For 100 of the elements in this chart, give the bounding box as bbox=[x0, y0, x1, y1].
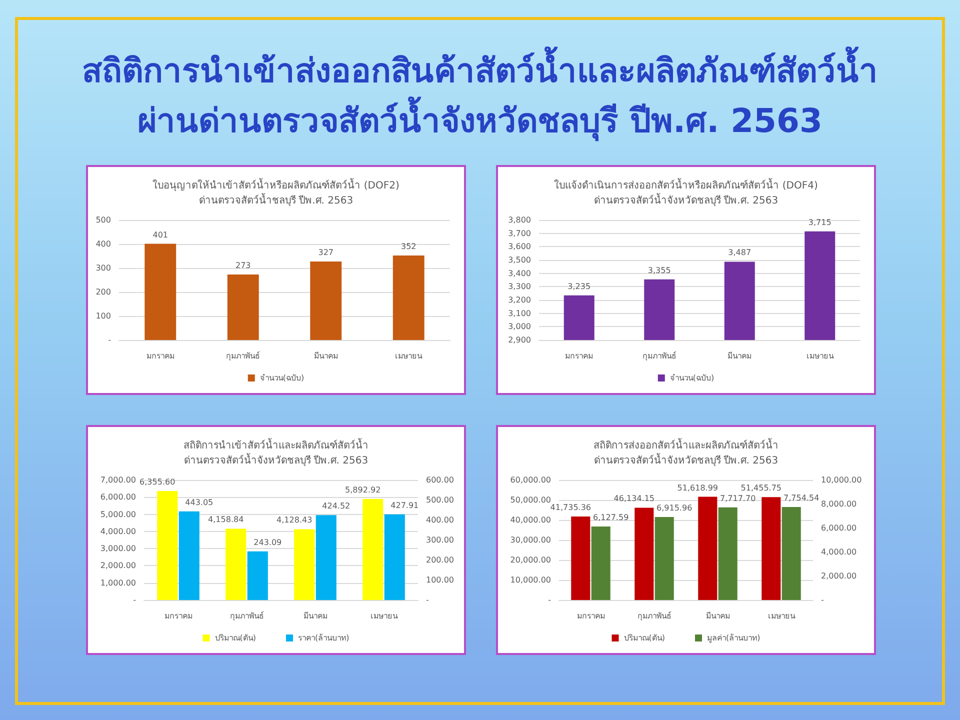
y-tick-label: 6,000.00 bbox=[100, 492, 136, 502]
y-tick-label: - bbox=[108, 336, 112, 344]
x-tick-label: เมษายน bbox=[806, 352, 834, 360]
y-tick-label: 50,000.00 bbox=[510, 496, 551, 504]
data-label: 4,128.43 bbox=[276, 516, 312, 525]
data-label: 46,134.15 bbox=[614, 494, 655, 504]
y2-tick-label: 100.00 bbox=[426, 576, 454, 584]
y-tick-label: 40,000.00 bbox=[510, 516, 551, 524]
x-tick-label: กุมภาพันธ์ bbox=[637, 610, 672, 620]
y-tick-label: 4,000.00 bbox=[100, 526, 136, 536]
y-tick-label: 3,400 bbox=[508, 268, 531, 278]
x-tick-label: กุมภาพันธ์ bbox=[230, 610, 264, 620]
y-tick-label: 3,300 bbox=[508, 282, 531, 292]
y-tick-label: 3,700 bbox=[508, 228, 531, 238]
data-label: 443.05 bbox=[185, 498, 214, 507]
x-tick-label: มกราคม bbox=[146, 352, 174, 360]
y-tick-label: 3,200 bbox=[508, 296, 531, 304]
y2-tick-label: 10,000.00 bbox=[821, 476, 862, 484]
x-tick-label: เมษายน bbox=[370, 612, 398, 620]
text: สถิติการนำเข้าส่งออกสินค้าสัตว์น้ำและผลิตภัณฑ์สัตว์น้ำ bbox=[81, 46, 879, 92]
legend-label: ปริมาณ(ตัน) bbox=[214, 634, 256, 642]
y-tick-label: 3,100 bbox=[508, 308, 531, 318]
y-tick-label: 20,000.00 bbox=[510, 556, 551, 564]
y2-tick-label: 6,000.00 bbox=[821, 524, 857, 532]
data-label: 6,355.60 bbox=[140, 478, 176, 487]
bar bbox=[392, 256, 424, 340]
legend-label: มูลค่า(ล้านบาท) bbox=[707, 634, 760, 644]
y-tick-label: 300 bbox=[96, 264, 111, 272]
y2-tick-label: - bbox=[426, 596, 429, 604]
y-tick-label: 2,000.00 bbox=[100, 561, 136, 570]
y-tick-label: 1,000.00 bbox=[100, 578, 136, 588]
y2-tick-label: 2,000.00 bbox=[821, 572, 857, 580]
data-label: 7,754.54 bbox=[784, 493, 820, 502]
x-tick-label: กุมภาพันธ์ bbox=[642, 350, 676, 360]
y-tick-label: 400 bbox=[96, 240, 111, 248]
x-tick-label: มีนาคม bbox=[728, 352, 752, 360]
y-tick-label: 30,000.00 bbox=[510, 536, 551, 544]
x-tick-label: มีนาคม bbox=[706, 612, 730, 620]
data-label: 5,892.92 bbox=[345, 485, 381, 494]
chart-subtitle: ด่านตรวจสัตว์น้ำชลบุรี ปีพ.ศ. 2563 bbox=[198, 192, 354, 206]
data-label: 3,235 bbox=[568, 282, 591, 291]
bar bbox=[227, 274, 259, 340]
bar bbox=[144, 244, 176, 340]
x-tick-label: กุมภาพันธ์ bbox=[226, 350, 260, 360]
data-label: 51,455.75 bbox=[740, 484, 782, 493]
x-tick-label: มีนาคม bbox=[314, 352, 338, 360]
chart-title: ใบแจ้งดำเนินการส่งออกสัตว์น้ำหรือผลิตภัณฑ์สัตว์น้ำ (DOF4) bbox=[554, 178, 818, 192]
y2-tick-label: 600.00 bbox=[426, 476, 454, 484]
y-tick-label: 7,000.00 bbox=[100, 476, 136, 484]
x-tick-label: มกราคม bbox=[565, 352, 594, 360]
chart-title: สถิติการนำเข้าสัตว์น้ำและผลิตภัณฑ์สัตว์น้ำ bbox=[184, 438, 368, 452]
y2-tick-label: 300.00 bbox=[426, 536, 454, 544]
data-label: 6,127.59 bbox=[593, 512, 629, 522]
data-label: 424.52 bbox=[322, 502, 350, 511]
y2-tick-label: - bbox=[821, 596, 824, 604]
y2-tick-label: 400.00 bbox=[426, 516, 454, 524]
y-tick-label: 5,000.00 bbox=[100, 510, 136, 519]
y-tick-label: 200 bbox=[96, 288, 111, 296]
legend-label: จำนวน(ฉบับ) bbox=[260, 374, 304, 382]
x-tick-label: มกราคม bbox=[576, 612, 605, 620]
chart-title: ใบอนุญาตให้นำเข้าสัตว์น้ำหรือผลิตภัณฑ์สัตว์น้ำ (DOF2) bbox=[152, 178, 400, 192]
y-tick-label: 3,000.00 bbox=[100, 544, 136, 554]
chart-subtitle: ด่านตรวจสัตว์น้ำจังหวัดชลบุรี ปีพ.ศ. 2563 bbox=[594, 452, 778, 466]
data-label: 3,355 bbox=[648, 266, 671, 275]
data-label: 327 bbox=[318, 248, 334, 258]
chart-title: สถิติการส่งออกสัตว์น้ำและผลิตภัณฑ์สัตว์น้ำ bbox=[594, 438, 778, 452]
y-tick-label: 100 bbox=[96, 312, 111, 320]
data-label: 6,915.96 bbox=[656, 504, 692, 513]
y-tick-label: 3,600 bbox=[508, 242, 531, 252]
y-tick-label: - bbox=[548, 596, 552, 604]
y-tick-label: - bbox=[133, 596, 136, 604]
text: ผ่านด่านตรวจสัตว์น้ำจังหวัดชลบุรี ปีพ.ศ. 2563 bbox=[136, 96, 824, 144]
y-tick-label: 500 bbox=[96, 216, 111, 224]
y-tick-label: 3,000 bbox=[508, 322, 531, 332]
chart-subtitle: ด่านตรวจสัตว์น้ำจังหวัดชลบุรี ปีพ.ศ. 2563 bbox=[594, 192, 778, 206]
y-tick-label: 3,800 bbox=[508, 216, 531, 224]
y-tick-label: 2,900 bbox=[508, 336, 531, 344]
data-label: 273 bbox=[235, 260, 251, 270]
y-tick-label: 3,500 bbox=[508, 256, 531, 264]
chart-subtitle: ด่านตรวจสัตว์น้ำจังหวัดชลบุรี ปีพ.ศ. 2563 bbox=[184, 452, 368, 466]
legend-label: ปริมาณ(ตัน) bbox=[624, 634, 666, 642]
data-label: 3,715 bbox=[808, 218, 832, 227]
bar bbox=[310, 262, 342, 340]
x-tick-label: มกราคม bbox=[164, 612, 192, 620]
data-label: 4,158.84 bbox=[208, 515, 244, 524]
data-label: 401 bbox=[152, 230, 168, 240]
y2-tick-label: 4,000.00 bbox=[821, 548, 857, 556]
data-label: 352 bbox=[400, 242, 416, 252]
y-tick-label: 10,000.00 bbox=[510, 576, 551, 584]
x-tick-label: เมษายน bbox=[768, 612, 796, 620]
data-label: 41,735.36 bbox=[550, 503, 592, 512]
y2-tick-label: 200.00 bbox=[426, 556, 454, 564]
data-label: 427.91 bbox=[390, 500, 419, 510]
legend-label: ราคา(ล้านบาท) bbox=[298, 634, 350, 642]
y2-tick-label: 8,000.00 bbox=[821, 500, 857, 508]
x-tick-label: เมษายน bbox=[395, 352, 424, 360]
x-tick-label: มีนาคม bbox=[303, 612, 328, 620]
data-label: 243.09 bbox=[254, 538, 282, 547]
legend-label: จำนวน(ฉบับ) bbox=[670, 374, 714, 382]
y-tick-label: 60,000.00 bbox=[510, 476, 551, 484]
